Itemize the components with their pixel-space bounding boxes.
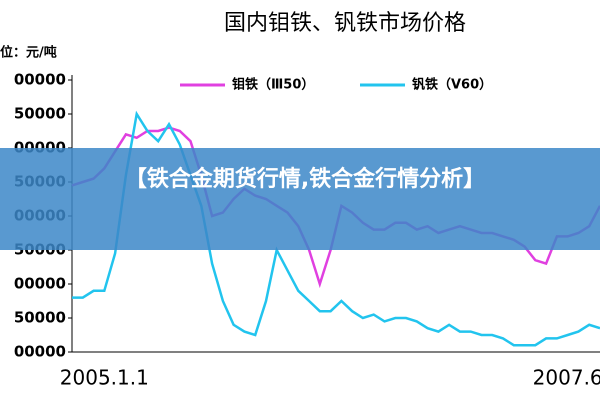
y-tick-label: 00000 [14,275,66,293]
y-tick-label: 00000 [14,71,66,89]
y-axis-label: 位：元/吨 [0,45,57,61]
banner: 【铁合金期货行情,铁合金行情分析】 [0,148,600,250]
x-tick-label: 2007.6 [533,366,600,390]
y-tick-label: 50000 [14,105,66,123]
y-tick-label: 00000 [14,343,66,361]
y-tick-label: 50000 [14,309,66,327]
chart-title: 国内钼铁、钒铁市场价格 [224,11,466,36]
legend-label: 钼铁（Ⅲ50） [232,77,314,93]
legend-label: 钒铁（V60） [412,77,492,93]
line [72,110,600,347]
banner-text: 【铁合金期货行情,铁合金行情分析】 [124,167,486,192]
x-tick-label: 2005.1.1 [60,366,149,390]
